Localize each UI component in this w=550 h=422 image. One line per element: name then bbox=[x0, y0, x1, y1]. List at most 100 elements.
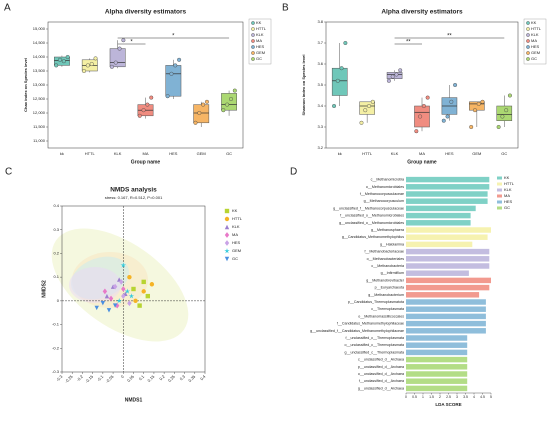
y-tick-label: 12,000 bbox=[33, 110, 46, 115]
x-tick-label: 0.5 bbox=[412, 395, 417, 399]
category-label: c__Thermoplasmata bbox=[371, 307, 404, 311]
legend-marker bbox=[224, 216, 230, 222]
legend-marker bbox=[526, 27, 530, 31]
legend-label: KK bbox=[504, 175, 510, 180]
bar bbox=[406, 356, 468, 363]
y-tick-label: -0.3 bbox=[52, 369, 60, 374]
bar bbox=[406, 176, 490, 183]
point bbox=[124, 288, 131, 294]
point bbox=[133, 298, 138, 304]
x-tick-label: 0.2 bbox=[158, 373, 166, 381]
legend-label: HES bbox=[504, 199, 513, 204]
x-tick-label: 4 bbox=[473, 395, 475, 399]
x-tick-label: -0.05 bbox=[105, 373, 116, 384]
legend-frame bbox=[248, 18, 272, 65]
x-tick-label: MA bbox=[419, 151, 425, 156]
point bbox=[121, 293, 126, 299]
point bbox=[121, 38, 126, 43]
legend-marker bbox=[497, 176, 502, 180]
category-label: p__unclassified_d__Archaea bbox=[358, 365, 404, 369]
point bbox=[504, 108, 509, 113]
point bbox=[94, 305, 99, 311]
legend-marker bbox=[251, 45, 255, 49]
category-label: g__unclassified_f__Methanocorpusculaceae bbox=[333, 206, 404, 210]
category-label: c__Methanomicrobia bbox=[371, 178, 404, 182]
point bbox=[119, 279, 124, 285]
point bbox=[121, 286, 126, 292]
x-tick-label: -0.3 bbox=[55, 373, 64, 382]
category-label: o__Methanomassiliicoccales bbox=[358, 314, 404, 318]
chart-title: Alpha diversity estimators bbox=[105, 9, 187, 16]
category-label: g__Methanobacterium bbox=[368, 293, 404, 297]
point bbox=[112, 303, 118, 308]
chart-title: Alpha diversity estimators bbox=[381, 9, 463, 16]
x-tick-label: HTTL bbox=[85, 151, 96, 156]
x-tick-label: GC bbox=[226, 151, 232, 156]
y-tick-label: 3.4 bbox=[317, 103, 323, 108]
y-tick-label: 0.1 bbox=[53, 274, 59, 279]
category-label: g__unclassified_d__Archaea bbox=[358, 386, 404, 390]
point bbox=[221, 108, 226, 113]
y-tick-label: 3.2 bbox=[317, 145, 323, 150]
y-tick-label: 0.4 bbox=[53, 203, 59, 208]
point bbox=[113, 60, 118, 65]
category-label: g__Methanobrevibacter bbox=[366, 278, 405, 282]
legend-frame bbox=[523, 18, 547, 65]
bar bbox=[406, 371, 468, 377]
category-label: g__unclassified_c__Thermoplasmata bbox=[344, 350, 404, 354]
category-label: f__Methanocorpusculaceae bbox=[360, 192, 404, 196]
bar bbox=[406, 335, 468, 341]
x-tick-label: 0.35 bbox=[187, 373, 197, 383]
point bbox=[104, 293, 110, 299]
point bbox=[480, 99, 485, 104]
y-tick-label: 3.6 bbox=[317, 61, 323, 66]
category-label: f__unclassified_c__Thermoplasmata bbox=[345, 336, 404, 340]
point bbox=[335, 78, 340, 83]
point bbox=[61, 59, 66, 64]
point bbox=[370, 99, 375, 104]
x-tick-label: KLK bbox=[114, 151, 122, 156]
bar bbox=[406, 364, 468, 370]
x-tick-label: 1.5 bbox=[429, 395, 434, 399]
point bbox=[169, 71, 174, 76]
subtitle: stress: 0.167, R=0.512, P=0.001 bbox=[105, 195, 163, 200]
x-tick-label: 0.1 bbox=[138, 373, 146, 381]
category-label: f__Methanobacteriaceae bbox=[364, 250, 404, 254]
point bbox=[93, 56, 98, 61]
point bbox=[54, 63, 59, 68]
x-tick-label: MA bbox=[143, 151, 149, 156]
bar bbox=[406, 385, 468, 392]
legend-label: GEM bbox=[232, 248, 241, 253]
plot-frame bbox=[47, 21, 244, 149]
legend-marker bbox=[224, 256, 230, 262]
legend-marker bbox=[224, 240, 230, 246]
legend-label: HES bbox=[256, 44, 265, 49]
panel-label: C bbox=[5, 167, 12, 178]
panel-label: D bbox=[290, 167, 297, 178]
point bbox=[386, 78, 391, 83]
point bbox=[496, 124, 501, 129]
category-label: g__Methanosphaera bbox=[371, 228, 404, 232]
x-tick-label: 0.3 bbox=[179, 373, 187, 381]
legend-marker bbox=[526, 57, 530, 61]
x-tick-label: HTTL bbox=[362, 151, 373, 156]
point bbox=[141, 108, 146, 113]
box bbox=[496, 105, 513, 121]
y-tick-label: -0.2 bbox=[52, 345, 60, 350]
point bbox=[332, 103, 337, 108]
bar bbox=[406, 284, 490, 291]
point bbox=[102, 288, 108, 295]
box bbox=[386, 72, 403, 79]
point bbox=[204, 99, 209, 104]
point bbox=[85, 63, 90, 68]
bar bbox=[406, 227, 491, 233]
x-tick-label: -0.25 bbox=[64, 373, 75, 384]
point bbox=[500, 114, 505, 119]
significance-label: ** bbox=[447, 34, 452, 40]
legend-label: HTTL bbox=[256, 26, 267, 31]
point bbox=[120, 262, 127, 268]
legend-label: HES bbox=[232, 240, 241, 245]
legend-marker bbox=[224, 232, 230, 238]
point bbox=[425, 95, 430, 100]
bar bbox=[406, 191, 488, 197]
